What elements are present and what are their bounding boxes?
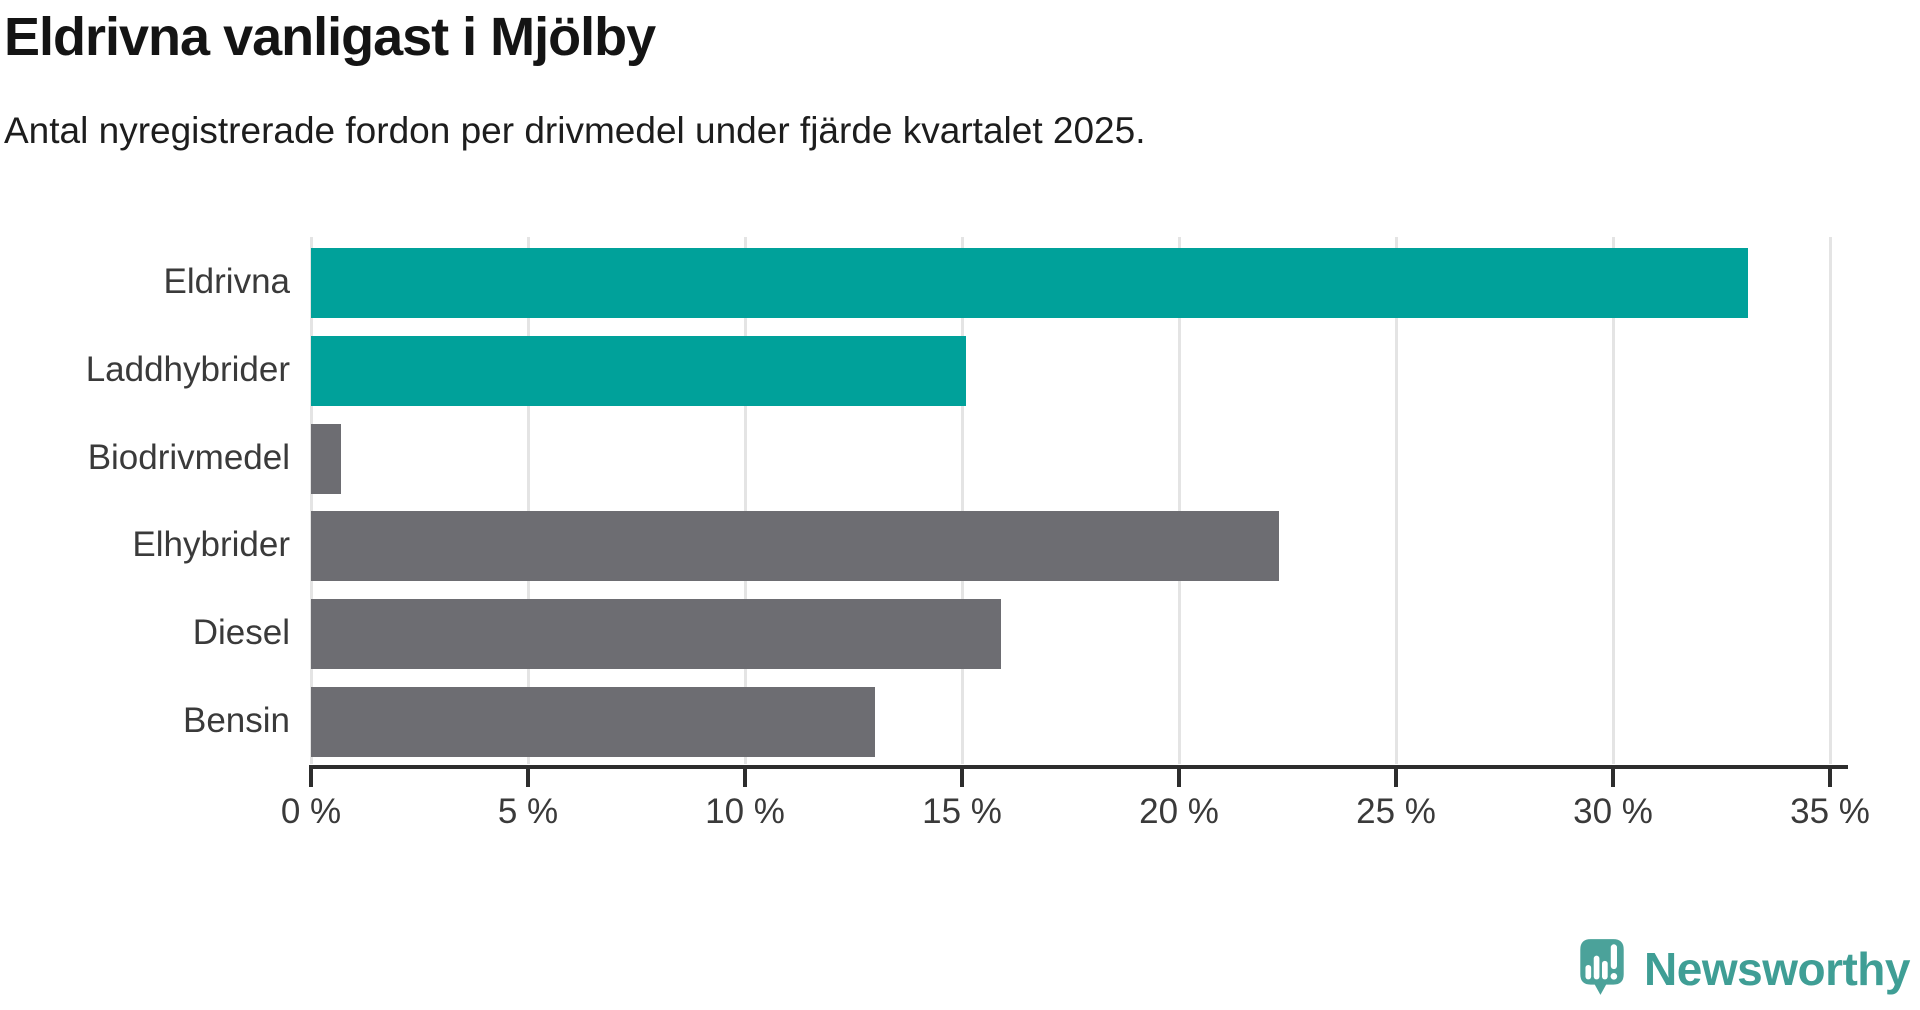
x-axis-tick xyxy=(526,769,530,787)
x-axis-tick xyxy=(1611,769,1615,787)
bar-diesel xyxy=(311,599,1002,669)
x-tick-label: 10 % xyxy=(705,792,785,831)
gridline xyxy=(1177,237,1181,764)
x-axis-line xyxy=(309,765,1848,769)
x-tick-label: 25 % xyxy=(1356,792,1436,831)
gridline xyxy=(1394,237,1398,764)
bar-bensin xyxy=(311,687,876,757)
bar-biodrivmedel xyxy=(311,424,342,494)
x-axis-tick xyxy=(1828,769,1832,787)
category-label-biodrivmedel: Biodrivmedel xyxy=(87,438,290,477)
x-tick-label: 35 % xyxy=(1790,792,1870,831)
gridline xyxy=(1611,237,1615,764)
x-axis-tick xyxy=(309,769,313,787)
bar-elhybrider xyxy=(311,511,1279,581)
bar-laddhybrider xyxy=(311,336,967,406)
brand-name: Newsworthy xyxy=(1644,942,1910,995)
gridline xyxy=(960,237,964,764)
x-tick-label: 5 % xyxy=(497,792,559,831)
x-axis-tick xyxy=(1177,769,1181,787)
x-axis-tick xyxy=(1394,769,1398,787)
category-label-diesel: Diesel xyxy=(192,613,290,652)
category-label-elhybrider: Elhybrider xyxy=(132,525,290,564)
x-tick-label: 15 % xyxy=(922,792,1002,831)
category-label-laddhybrider: Laddhybrider xyxy=(85,350,290,389)
gridline xyxy=(743,237,747,764)
chart-title: Eldrivna vanligast i Mjölby xyxy=(4,7,656,67)
brand-footer: Newsworthy xyxy=(1576,935,1910,1002)
bar-eldrivna xyxy=(311,248,1748,318)
category-label-bensin: Bensin xyxy=(182,701,290,740)
newsworthy-logo-icon xyxy=(1576,935,1628,1002)
x-axis-tick xyxy=(743,769,747,787)
x-tick-label: 0 % xyxy=(280,792,342,831)
gridline xyxy=(526,237,530,764)
chart-subtitle: Antal nyregistrerade fordon per drivmede… xyxy=(4,110,1146,151)
category-label-eldrivna: Eldrivna xyxy=(163,262,290,301)
x-tick-label: 30 % xyxy=(1573,792,1653,831)
x-tick-label: 20 % xyxy=(1139,792,1219,831)
gridline xyxy=(1828,237,1832,764)
gridline xyxy=(309,237,313,764)
x-axis-tick xyxy=(960,769,964,787)
